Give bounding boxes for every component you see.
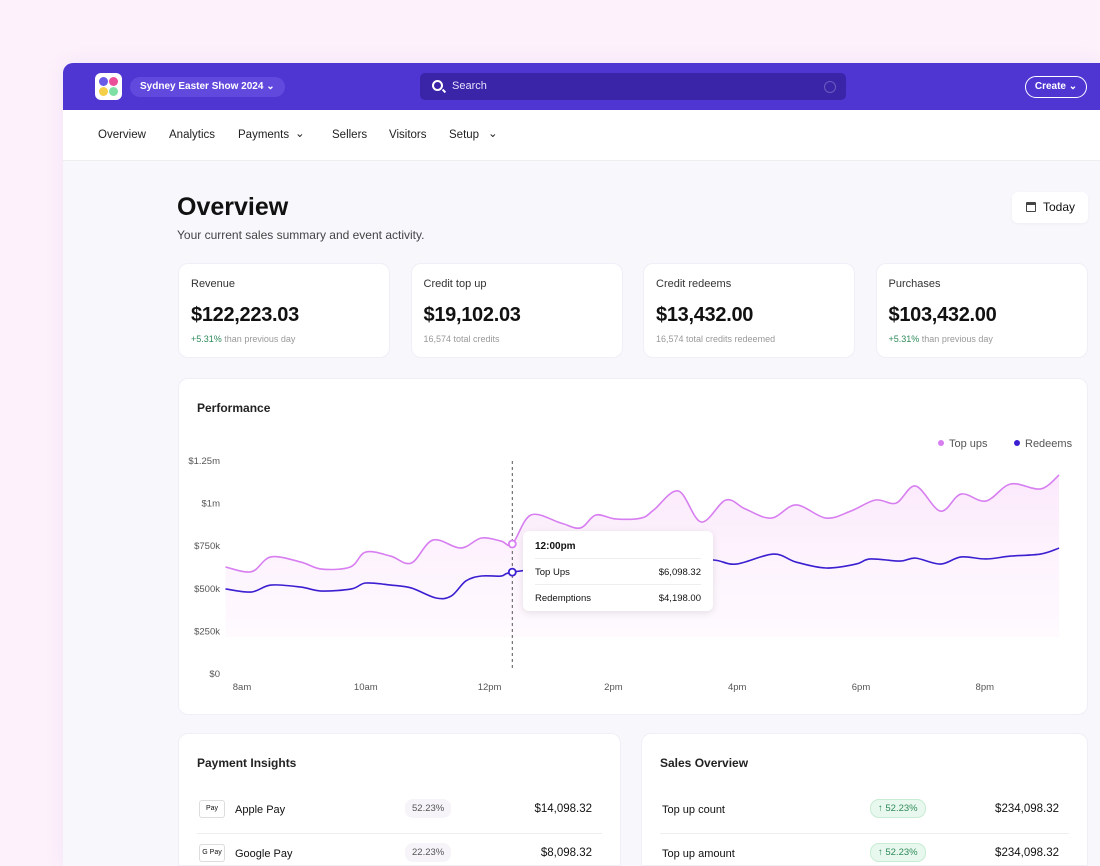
list-item[interactable]: Top up count ↑ 52.23% $234,098.32 (660, 790, 1069, 834)
date-filter-label: Today (1043, 200, 1076, 214)
page-subtitle: Your current sales summary and event act… (177, 228, 425, 242)
list-item[interactable]: Top up amount ↑ 52.23% $234,098.32 (660, 834, 1069, 866)
stat-note-text: 16,574 total credits redeemed (656, 334, 776, 344)
stat-card: Credit redeems $13,432.00 16,574 total c… (643, 263, 855, 358)
stat-card: Purchases $103,432.00 +5.31% than previo… (875, 263, 1088, 358)
chart-tooltip: 12:00pm Top Ups $6,098.32 Redemptions $4… (523, 531, 713, 611)
app-window: Sydney Easter Show 2024 ⌄ Search Create … (63, 63, 1100, 866)
series-line-top-ups (225, 474, 1060, 573)
change-badge: ↑ 52.23% (870, 799, 926, 818)
stat-label: Credit top up (423, 278, 487, 290)
tooltip-label: Redemptions (535, 593, 591, 604)
search-input[interactable]: Search (420, 73, 846, 100)
sales-overview-title: Sales Overview (660, 756, 749, 770)
payment-percent: 52.23% (405, 799, 452, 818)
performance-card: Performance $0 $250k $500k $750k $1m $1.25m 8a… (178, 378, 1088, 715)
payment-method-name: Google Pay (235, 848, 293, 860)
google-pay-icon: G Pay (199, 844, 225, 862)
tooltip-value: $6,098.32 (658, 567, 701, 578)
metric-amount: $234,098.32 (995, 803, 1059, 815)
payment-insights-title: Payment Insights (197, 756, 297, 770)
nav-analytics[interactable]: Analytics (169, 129, 216, 141)
search-icon (432, 80, 443, 91)
metric-name: Top up amount (662, 848, 735, 860)
payment-insights-card: Payment Insights Pay Apple Pay 52.23% $1… (178, 733, 621, 866)
legend-label: Redeems (1025, 438, 1073, 450)
event-selector[interactable]: Sydney Easter Show 2024 ⌄ (130, 77, 285, 97)
payment-method-name: Apple Pay (235, 804, 286, 816)
x-tick-label: 10am (354, 682, 378, 693)
x-tick-label: 8am (233, 682, 252, 693)
x-tick-label: 8pm (976, 682, 995, 693)
stat-label: Credit redeems (656, 278, 732, 290)
stat-card: Revenue $122,223.03 +5.31% than previous… (178, 263, 390, 358)
nav-overview[interactable]: Overview (98, 129, 146, 141)
metric-name: Top up count (662, 804, 725, 816)
stat-note: 16,574 total credits redeemed (656, 334, 775, 344)
stat-note-text: 16,574 total credits (423, 334, 500, 344)
tooltip-time: 12:00pm (535, 541, 576, 552)
stat-value: $103,432.00 (888, 304, 997, 326)
app-logo-icon[interactable] (95, 73, 122, 100)
apple-pay-icon: Pay (199, 800, 225, 818)
performance-title: Performance (197, 401, 271, 415)
chevron-down-icon[interactable]: ⌄ (295, 128, 305, 140)
nav-sellers[interactable]: Sellers (332, 129, 368, 141)
create-label: Create (1034, 81, 1066, 92)
chevron-down-icon[interactable]: ⌄ (488, 128, 498, 140)
y-tick-label: $500k (194, 584, 220, 595)
y-tick-label: $1m (202, 499, 221, 510)
event-name: Sydney Easter Show 2024 (140, 81, 264, 92)
nav-visitors[interactable]: Visitors (389, 129, 427, 141)
stat-note: +5.31% than previous day (191, 334, 295, 344)
x-tick-label: 2pm (604, 682, 623, 693)
y-tick-label: $1.25m (188, 456, 220, 467)
payment-amount: $8,098.32 (540, 847, 592, 859)
search-placeholder: Search (452, 80, 487, 92)
y-tick-label: $0 (209, 669, 220, 680)
create-button[interactable]: Create ⌄ (1025, 76, 1087, 98)
stat-label: Revenue (191, 278, 236, 290)
stat-value: $19,102.03 (423, 304, 521, 326)
x-tick-label: 4pm (728, 682, 747, 693)
page-title: Overview (177, 193, 289, 221)
chevron-down-icon: ⌄ (266, 81, 275, 92)
chevron-down-icon: ⌄ (1068, 81, 1078, 92)
hover-point (507, 567, 517, 577)
stat-label: Purchases (888, 278, 941, 290)
main-nav: Overview Analytics Payments ⌄ Sellers Vi… (63, 110, 1100, 161)
x-tick-label: 12pm (478, 682, 502, 693)
payment-percent: 22.23% (405, 843, 452, 862)
stat-change: +5.31% (191, 334, 222, 344)
globe-icon[interactable] (824, 81, 836, 93)
metric-amount: $234,098.32 (995, 847, 1059, 859)
stat-note-text: than previous day (224, 334, 296, 344)
stat-note: 16,574 total credits (424, 334, 500, 344)
top-bar: Sydney Easter Show 2024 ⌄ Search Create … (63, 63, 1100, 110)
stat-change: +5.31% (888, 334, 920, 344)
legend-dot (938, 440, 944, 446)
hover-point (507, 539, 517, 549)
y-tick-label: $750k (194, 541, 220, 552)
calendar-icon (1026, 202, 1036, 212)
date-filter-button[interactable]: Today (1012, 192, 1088, 223)
nav-setup[interactable]: Setup (449, 129, 480, 141)
list-item[interactable]: G Pay Google Pay 22.23% $8,098.32 (197, 834, 602, 866)
tooltip-value: $4,198.00 (658, 593, 701, 604)
legend-dot (1014, 440, 1020, 446)
stat-value: $122,223.03 (191, 304, 299, 326)
payment-amount: $14,098.32 (534, 803, 592, 815)
change-badge: ↑ 52.23% (870, 843, 926, 862)
tooltip-label: Top Ups (535, 567, 570, 578)
stat-note: +5.31% than previous day (889, 334, 993, 344)
stat-value: $13,432.00 (656, 304, 754, 326)
sales-overview-card: Sales Overview Top up count ↑ 52.23% $23… (641, 733, 1088, 866)
stat-card: Credit top up $19,102.03 16,574 total cr… (410, 263, 623, 358)
list-item[interactable]: Pay Apple Pay 52.23% $14,098.32 (197, 790, 602, 834)
stat-note-text: than previous day (921, 334, 993, 344)
legend-label: Top ups (949, 438, 988, 450)
x-tick-label: 6pm (852, 682, 871, 693)
nav-payments[interactable]: Payments (238, 129, 290, 141)
y-tick-label: $250k (194, 626, 220, 637)
